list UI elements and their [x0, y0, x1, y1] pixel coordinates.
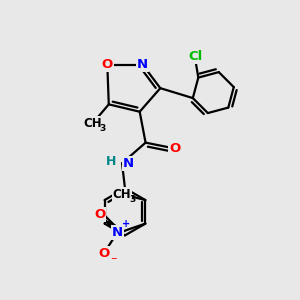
Text: N: N: [112, 226, 123, 239]
Text: +: +: [122, 219, 130, 229]
Text: CH: CH: [83, 117, 102, 130]
Text: Cl: Cl: [188, 50, 202, 63]
Text: N: N: [137, 58, 148, 71]
Text: ⁻: ⁻: [110, 255, 116, 268]
Text: 3: 3: [129, 195, 135, 204]
Text: O: O: [94, 208, 105, 221]
Text: N: N: [123, 157, 134, 170]
Text: O: O: [102, 58, 113, 71]
Text: H: H: [106, 155, 116, 168]
Text: O: O: [98, 247, 110, 260]
Text: CH: CH: [112, 188, 131, 201]
Text: 3: 3: [100, 124, 106, 133]
Text: O: O: [169, 142, 181, 155]
